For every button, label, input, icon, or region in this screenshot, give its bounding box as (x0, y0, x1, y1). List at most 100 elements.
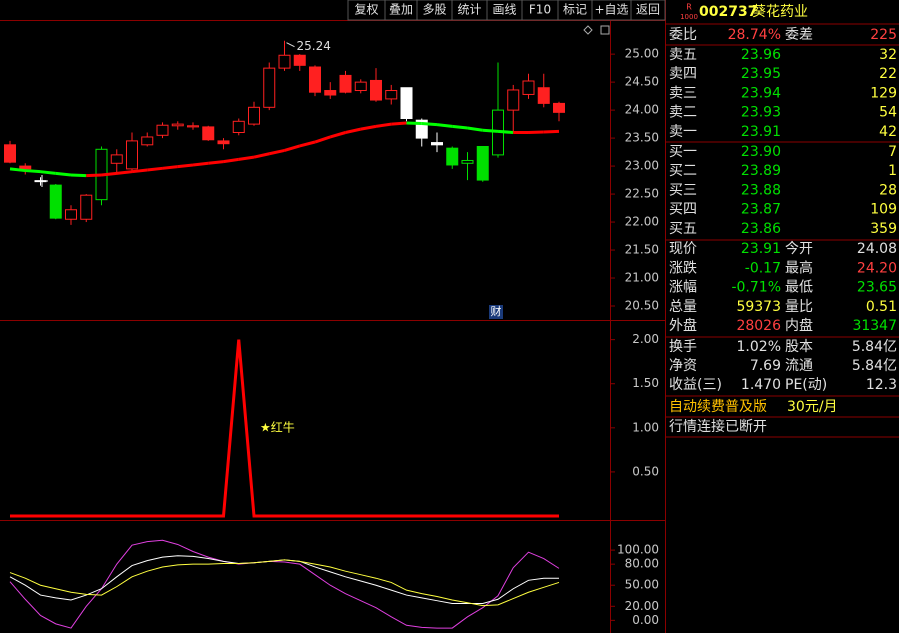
toolbar-label[interactable]: 画线 (492, 3, 516, 17)
ma-segment (497, 129, 514, 134)
stat-label: 涨幅 (669, 280, 697, 296)
book-price: 23.94 (741, 85, 781, 101)
candle-body (263, 67, 276, 108)
stat-value: 24.08 (857, 241, 897, 257)
candle-body (34, 180, 47, 183)
diamond-icon[interactable] (583, 25, 593, 35)
y-tick-label: 2.00 (632, 332, 659, 346)
row-value: 28.74% (728, 27, 781, 43)
badge-bottom: 1000 (680, 13, 698, 21)
candle-body (19, 165, 32, 170)
candle-body (354, 81, 367, 92)
candle-body (309, 66, 321, 93)
fund-value: 5.84亿 (852, 358, 897, 374)
square-icon[interactable] (600, 25, 610, 35)
stat-value: 23.91 (741, 241, 781, 257)
ma-segment (131, 168, 148, 174)
fund-label: 净资 (669, 358, 697, 374)
book-label: 买五 (669, 221, 697, 237)
toolbar-button[interactable] (630, 0, 666, 21)
fund-value: 1.02% (737, 339, 781, 355)
stat-label: 最高 (785, 259, 813, 276)
candle-body (385, 90, 398, 100)
ma-segment (177, 163, 194, 169)
ma-segment (375, 122, 392, 128)
y-tick-label: 100.00 (617, 543, 659, 557)
book-volume: 22 (879, 66, 897, 82)
book-price: 23.87 (741, 202, 781, 218)
toolbar-label[interactable]: 多股 (422, 3, 446, 17)
candle-body (141, 136, 154, 146)
candle-body (49, 184, 62, 219)
toolbar-label[interactable]: F10 (529, 3, 551, 17)
ma-segment (421, 122, 438, 127)
stat-value: 23.65 (857, 280, 897, 296)
max-pointer (286, 42, 295, 48)
book-volume: 54 (879, 105, 897, 121)
stock-name: 葵花药业 (752, 4, 808, 20)
candle-body (171, 123, 184, 127)
candle-body (431, 142, 443, 146)
fund-label: PE(动) (785, 377, 827, 393)
ma-segment (223, 157, 239, 164)
toolbar-label[interactable]: 标记 (563, 3, 587, 17)
stat-label: 最低 (785, 280, 813, 296)
stat-value: 31347 (852, 318, 897, 334)
book-price: 23.93 (741, 105, 781, 121)
stat-label: 今开 (785, 241, 813, 257)
toolbar-label[interactable]: 叠加 (389, 3, 413, 17)
fund-label: 股本 (785, 339, 813, 355)
ma-segment (528, 130, 544, 134)
candle-body (4, 144, 16, 163)
ma-segment (467, 126, 483, 132)
fund-value: 12.3 (866, 377, 897, 393)
kdj-line (9, 559, 560, 607)
ma-segment (299, 140, 316, 148)
y-tick-label: 23.50 (625, 131, 659, 145)
book-price: 23.89 (741, 163, 781, 179)
book-volume: 28 (879, 182, 897, 198)
row-label: 委比 (669, 27, 697, 43)
badge (681, 2, 697, 22)
toolbar-label[interactable]: 统计 (457, 3, 481, 17)
candle-body (507, 89, 520, 111)
candle-body (202, 126, 215, 141)
ma-segment (70, 173, 87, 178)
finance-marker[interactable]: 财 (491, 304, 502, 318)
book-label: 卖四 (669, 66, 697, 82)
row-label: 委差 (785, 27, 813, 43)
ma-segment (436, 123, 453, 128)
candle-body (110, 154, 123, 164)
book-volume: 129 (870, 85, 897, 101)
book-volume: 1 (888, 163, 897, 179)
stock-code: 002737 (699, 4, 757, 20)
ma-segment (360, 124, 377, 131)
max-price-label: 25.24 (297, 39, 331, 53)
book-price: 23.90 (741, 144, 781, 160)
candle-body (537, 87, 550, 104)
y-tick-label: 23.00 (625, 159, 659, 173)
connection-status: 行情连接已断开 (669, 418, 767, 435)
promo-price[interactable]: 30元/月 (787, 399, 838, 415)
toolbar-label[interactable]: 复权 (354, 3, 378, 17)
ma-segment (314, 135, 331, 144)
y-tick-label: 0.00 (632, 613, 659, 627)
book-price: 23.96 (741, 47, 781, 63)
stat-value: -0.17 (745, 260, 781, 276)
book-price: 23.95 (741, 66, 781, 82)
toolbar-label[interactable]: 返回 (636, 3, 660, 17)
y-tick-label: 21.00 (625, 271, 659, 285)
y-tick-label: 0.50 (632, 464, 659, 478)
ma-segment (55, 171, 72, 177)
y-tick-label: 22.50 (625, 187, 659, 201)
y-tick-label: 24.00 (625, 103, 659, 117)
toolbar-label[interactable]: +自选 (594, 3, 628, 17)
ma-segment (345, 127, 362, 134)
candle-body (461, 159, 474, 164)
y-tick-label: 1.00 (632, 420, 659, 434)
promo-text[interactable]: 自动续费普及版 (669, 398, 767, 415)
book-label: 卖二 (669, 105, 697, 121)
fund-value: 7.69 (750, 358, 781, 374)
